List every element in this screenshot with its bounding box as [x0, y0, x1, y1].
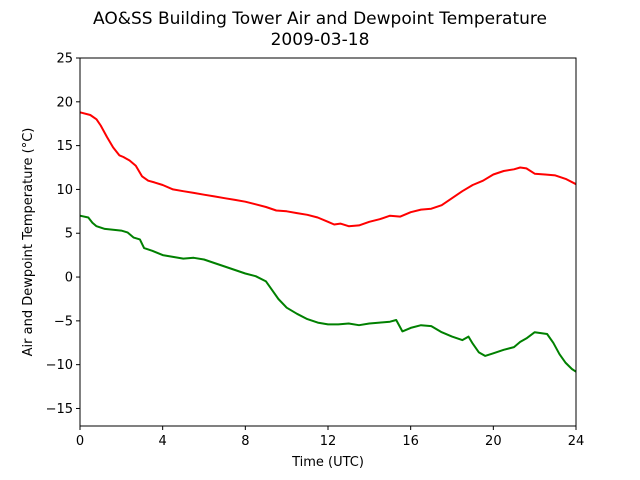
y-tick-label: 20 [56, 95, 73, 110]
y-tick-label: −10 [46, 358, 73, 373]
y-tick-label: 25 [56, 52, 73, 67]
y-axis-label: Air and Dewpoint Temperature (°C) [21, 128, 36, 357]
y-tick-label: 10 [56, 183, 73, 198]
plot-area [79, 111, 577, 373]
x-tick-label: 24 [568, 434, 585, 449]
y-tick-label: 5 [65, 227, 73, 242]
y-tick-label: 0 [65, 271, 73, 286]
x-tick-label: 0 [76, 434, 84, 449]
series-line-1 [79, 214, 577, 373]
y-axis: −15 −10 −5 0 5 10 15 20 25 [46, 52, 80, 417]
y-tick-label: 15 [56, 139, 73, 154]
x-tick-label: 8 [241, 434, 249, 449]
x-tick-label: 12 [320, 434, 337, 449]
x-axis: 0 4 8 12 16 20 24 [76, 426, 584, 449]
y-tick-label: −5 [54, 314, 73, 329]
chart-subtitle: 2009-03-18 [271, 30, 370, 50]
x-tick-label: 4 [159, 434, 167, 449]
x-tick-label: 16 [402, 434, 419, 449]
y-tick-label: −15 [46, 402, 73, 417]
series-line-0 [79, 111, 577, 228]
chart-title: AO&SS Building Tower Air and Dewpoint Te… [93, 9, 547, 29]
x-tick-label: 20 [485, 434, 502, 449]
x-axis-label: Time (UTC) [291, 455, 364, 470]
